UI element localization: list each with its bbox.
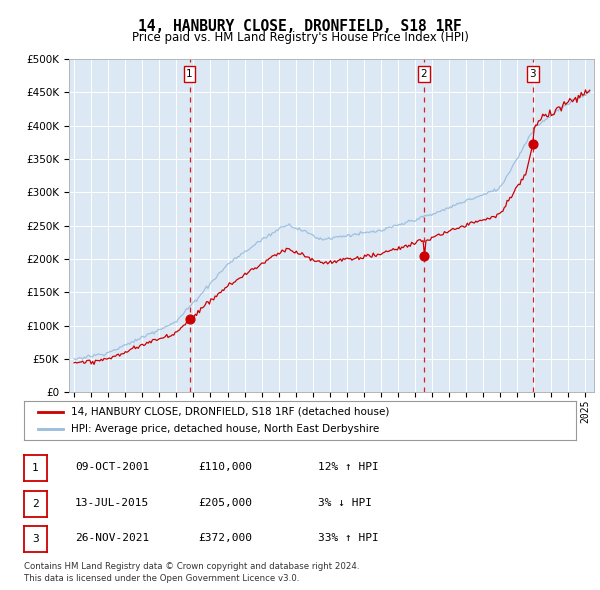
Text: 1: 1 bbox=[186, 69, 193, 79]
Text: 33% ↑ HPI: 33% ↑ HPI bbox=[318, 533, 379, 543]
Text: £205,000: £205,000 bbox=[198, 498, 252, 507]
Text: 13-JUL-2015: 13-JUL-2015 bbox=[75, 498, 149, 507]
Text: 3: 3 bbox=[32, 535, 39, 544]
Text: 14, HANBURY CLOSE, DRONFIELD, S18 1RF (detached house): 14, HANBURY CLOSE, DRONFIELD, S18 1RF (d… bbox=[71, 407, 389, 417]
Text: This data is licensed under the Open Government Licence v3.0.: This data is licensed under the Open Gov… bbox=[24, 574, 299, 583]
Text: 2: 2 bbox=[32, 499, 39, 509]
Text: 09-OCT-2001: 09-OCT-2001 bbox=[75, 463, 149, 472]
Text: 2: 2 bbox=[421, 69, 427, 79]
Text: £372,000: £372,000 bbox=[198, 533, 252, 543]
Text: 1: 1 bbox=[32, 464, 39, 473]
Point bbox=[528, 140, 538, 149]
Text: 3: 3 bbox=[529, 69, 536, 79]
Text: 26-NOV-2021: 26-NOV-2021 bbox=[75, 533, 149, 543]
Text: HPI: Average price, detached house, North East Derbyshire: HPI: Average price, detached house, Nort… bbox=[71, 424, 379, 434]
Text: 14, HANBURY CLOSE, DRONFIELD, S18 1RF: 14, HANBURY CLOSE, DRONFIELD, S18 1RF bbox=[138, 19, 462, 34]
Point bbox=[419, 251, 429, 260]
Text: Price paid vs. HM Land Registry's House Price Index (HPI): Price paid vs. HM Land Registry's House … bbox=[131, 31, 469, 44]
Text: £110,000: £110,000 bbox=[198, 463, 252, 472]
Text: 3% ↓ HPI: 3% ↓ HPI bbox=[318, 498, 372, 507]
Text: Contains HM Land Registry data © Crown copyright and database right 2024.: Contains HM Land Registry data © Crown c… bbox=[24, 562, 359, 571]
Text: 12% ↑ HPI: 12% ↑ HPI bbox=[318, 463, 379, 472]
Point bbox=[185, 314, 194, 324]
